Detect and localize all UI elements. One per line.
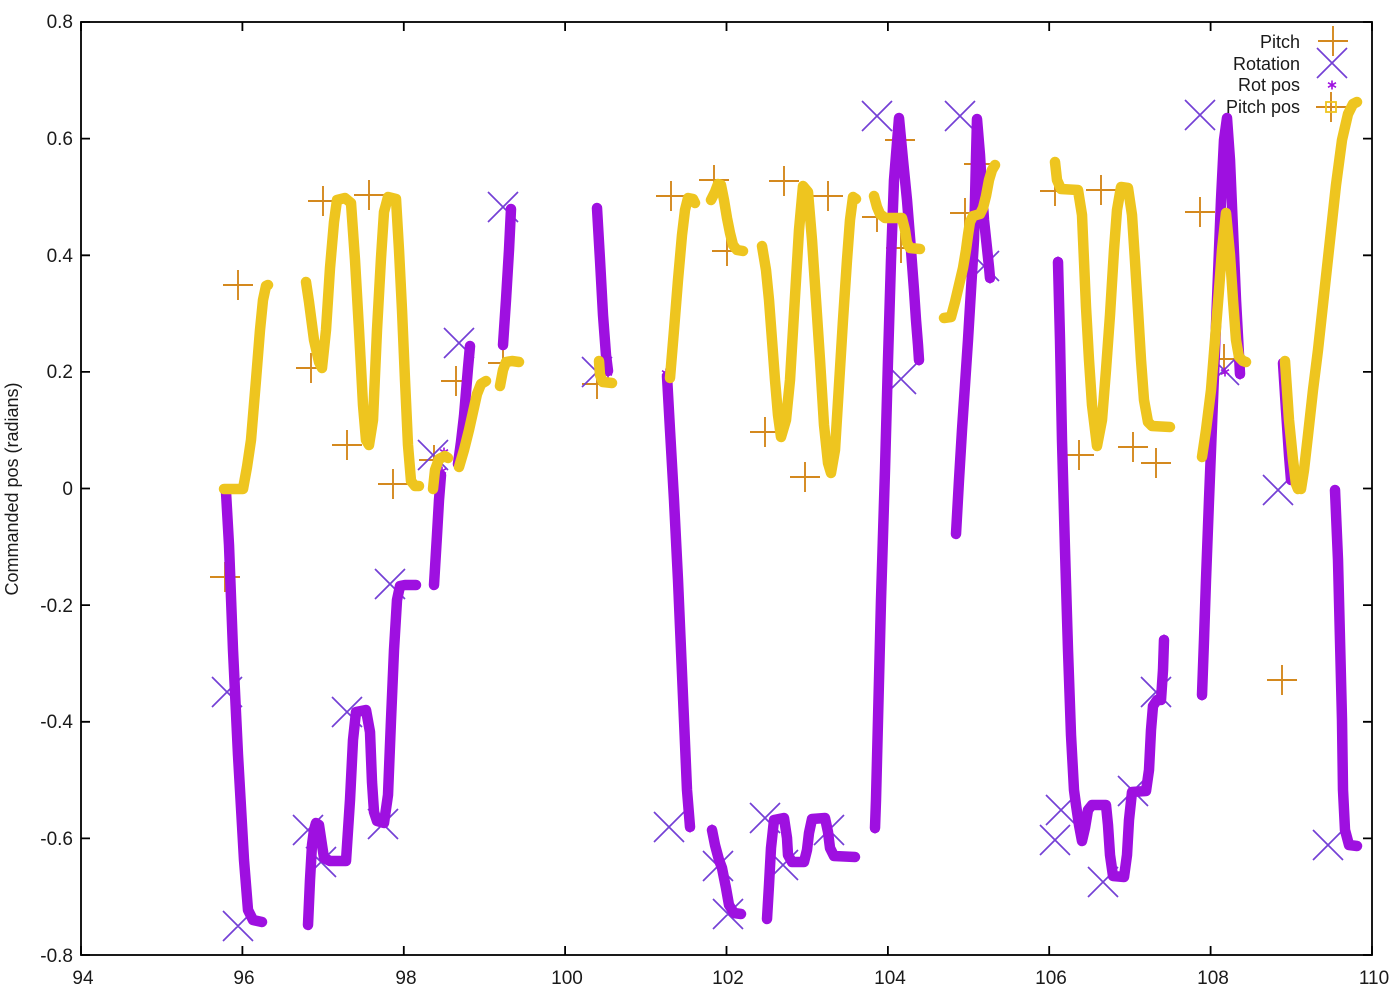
- svg-text:100: 100: [551, 968, 583, 989]
- svg-text:Commanded pos (radians): Commanded pos (radians): [2, 382, 22, 595]
- svg-text:Pitch pos: Pitch pos: [1226, 97, 1300, 117]
- svg-text:104: 104: [874, 968, 906, 989]
- svg-text:-0.4: -0.4: [40, 712, 73, 733]
- svg-text:98: 98: [395, 968, 416, 989]
- svg-text:102: 102: [712, 968, 744, 989]
- svg-text:0.4: 0.4: [47, 246, 74, 267]
- svg-text:94: 94: [72, 968, 94, 989]
- svg-text:0.2: 0.2: [47, 362, 73, 383]
- svg-text:-0.8: -0.8: [40, 946, 73, 967]
- svg-text:96: 96: [233, 968, 254, 989]
- svg-text:Pitch: Pitch: [1260, 32, 1300, 52]
- svg-text:110: 110: [1359, 968, 1389, 989]
- svg-text:0.8: 0.8: [47, 12, 73, 33]
- svg-text:108: 108: [1197, 968, 1229, 989]
- svg-text:-0.6: -0.6: [40, 829, 73, 850]
- svg-text:Rotation: Rotation: [1233, 54, 1300, 74]
- svg-text:-0.2: -0.2: [40, 596, 73, 617]
- svg-text:106: 106: [1035, 968, 1067, 989]
- svg-text:0.6: 0.6: [47, 129, 73, 150]
- svg-text:Rot pos: Rot pos: [1238, 75, 1300, 95]
- svg-text:0: 0: [62, 479, 73, 500]
